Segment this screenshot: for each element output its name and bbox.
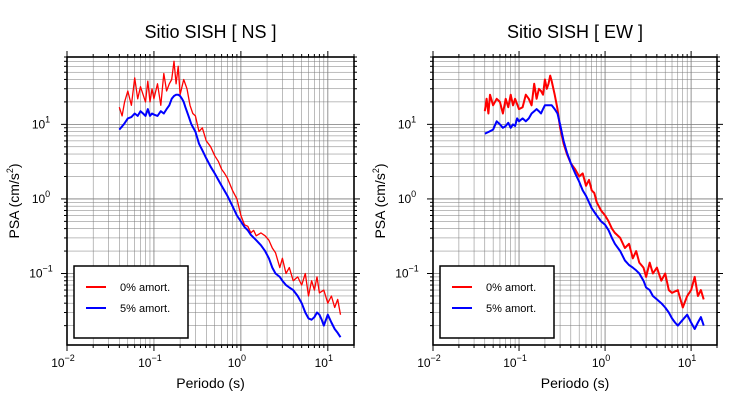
y-axis-label-close: )	[372, 163, 388, 168]
y-tick-label-exp: 1	[411, 114, 416, 124]
y-tick-label: 101	[398, 114, 416, 131]
panel-ns: Sitio SISH [ NS ]10−2 10−1 100 10110−110010…	[5, 22, 360, 391]
y-tick-label-base: 10	[395, 267, 409, 281]
x-tick-label-base: 10	[228, 356, 242, 370]
y-tick-label-base: 10	[32, 117, 46, 131]
x-tick-label-base: 10	[592, 356, 606, 370]
y-tick-label-base: 10	[398, 192, 412, 206]
x-tick-label: 101	[315, 353, 333, 370]
legend-label: 5% amort.	[120, 303, 170, 315]
legend-label: 0% amort.	[120, 282, 170, 294]
x-tick-label-exp: 0	[241, 353, 246, 363]
y-axis-label: PSA (cm/s2)	[5, 163, 22, 238]
series-line-damping-5	[484, 104, 705, 330]
x-tick-label-base: 10	[678, 356, 692, 370]
plot-frame	[432, 56, 718, 346]
legend-box	[73, 265, 189, 339]
y-tick-label-base: 10	[398, 117, 412, 131]
y-axis-label-main: PSA (cm/s	[6, 173, 22, 238]
y-axis-label-close: )	[6, 163, 22, 168]
legend: 0% amort. 5% amort.	[439, 265, 555, 339]
y-tick-label: 100	[398, 189, 416, 206]
legend-label: 0% amort.	[486, 282, 536, 294]
x-tick-label-exp: −1	[151, 353, 161, 363]
x-tick-label-base: 10	[315, 356, 329, 370]
x-tick-label-exp: −2	[65, 353, 75, 363]
y-axis-label-sup: 2	[371, 168, 381, 173]
series-line-damping-5	[118, 93, 342, 338]
legend: 0% amort. 5% amort.	[73, 265, 189, 339]
x-tick-label: 101	[678, 353, 696, 370]
y-axis-label: PSA (cm/s2)	[371, 163, 388, 238]
y-tick-label-base: 10	[29, 267, 43, 281]
x-tick-label-exp: 1	[328, 353, 333, 363]
x-tick-label: 10−1	[503, 353, 527, 370]
x-tick-label-exp: 1	[691, 353, 696, 363]
y-tick-label: 10−1	[395, 264, 419, 281]
y-tick-label: 100	[32, 189, 50, 206]
x-tick-label: 100	[592, 353, 610, 370]
x-tick-label: 100	[228, 353, 246, 370]
y-axis-label-sup: 2	[5, 168, 15, 173]
chart-title: Sitio SISH [ NS ]	[144, 22, 276, 42]
y-tick-label-exp: 0	[411, 189, 416, 199]
chart-title: Sitio SISH [ EW ]	[507, 22, 643, 42]
grid	[67, 57, 354, 345]
y-tick-label: 10−1	[29, 264, 53, 281]
y-tick-label-exp: −1	[43, 264, 53, 274]
x-axis-label: Periodo (s)	[176, 375, 244, 391]
x-tick-label-base: 10	[503, 356, 517, 370]
y-axis-label-main: PSA (cm/s	[372, 173, 388, 238]
x-tick-label-exp: 0	[605, 353, 610, 363]
x-tick-label: 10−2	[51, 353, 75, 370]
series-line-damping-0	[483, 74, 705, 309]
x-tick-label: 10−2	[417, 353, 441, 370]
x-axis-label: Periodo (s)	[541, 375, 609, 391]
plot-frame	[66, 56, 355, 346]
x-tick-label-base: 10	[138, 356, 152, 370]
series-line-damping-0	[118, 60, 342, 315]
y-tick-label-exp: −1	[409, 264, 419, 274]
x-tick-label-exp: −1	[517, 353, 527, 363]
panel-ew: Sitio SISH [ EW ]10−2 10−1 100 10110−110010…	[371, 22, 723, 391]
y-tick-label-exp: 0	[45, 189, 50, 199]
x-tick-label: 10−1	[138, 353, 162, 370]
legend-box	[439, 265, 555, 339]
x-tick-label-base: 10	[417, 356, 431, 370]
y-tick-label-exp: 1	[45, 114, 50, 124]
x-tick-label-exp: −2	[431, 353, 441, 363]
legend-label: 5% amort.	[486, 303, 536, 315]
x-tick-label-base: 10	[51, 356, 65, 370]
y-tick-label: 101	[32, 114, 50, 131]
y-tick-label-base: 10	[32, 192, 46, 206]
